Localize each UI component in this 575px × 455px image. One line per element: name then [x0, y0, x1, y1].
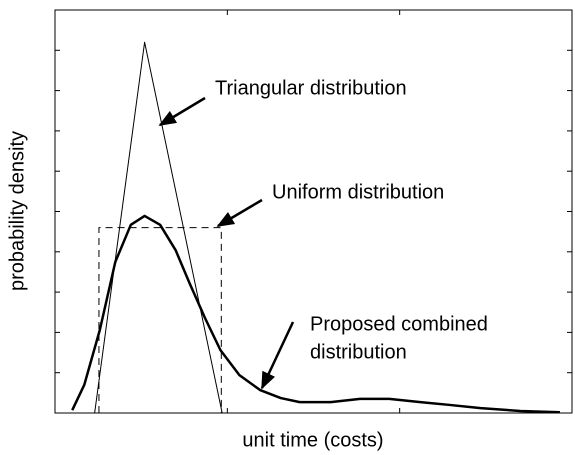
arrow — [216, 198, 263, 228]
arrow — [260, 321, 295, 390]
data-line — [98, 227, 222, 413]
annotation: Uniform distribution — [272, 181, 444, 203]
annotation: distribution — [310, 341, 407, 363]
y-axis-label: probability density — [6, 131, 28, 291]
annotation: Triangular distribution — [215, 77, 407, 99]
data-line — [94, 41, 223, 414]
annotation: Proposed combined — [310, 313, 488, 335]
x-axis-label: unit time (costs) — [242, 429, 383, 451]
data-line — [71, 214, 560, 414]
arrow — [158, 96, 206, 127]
